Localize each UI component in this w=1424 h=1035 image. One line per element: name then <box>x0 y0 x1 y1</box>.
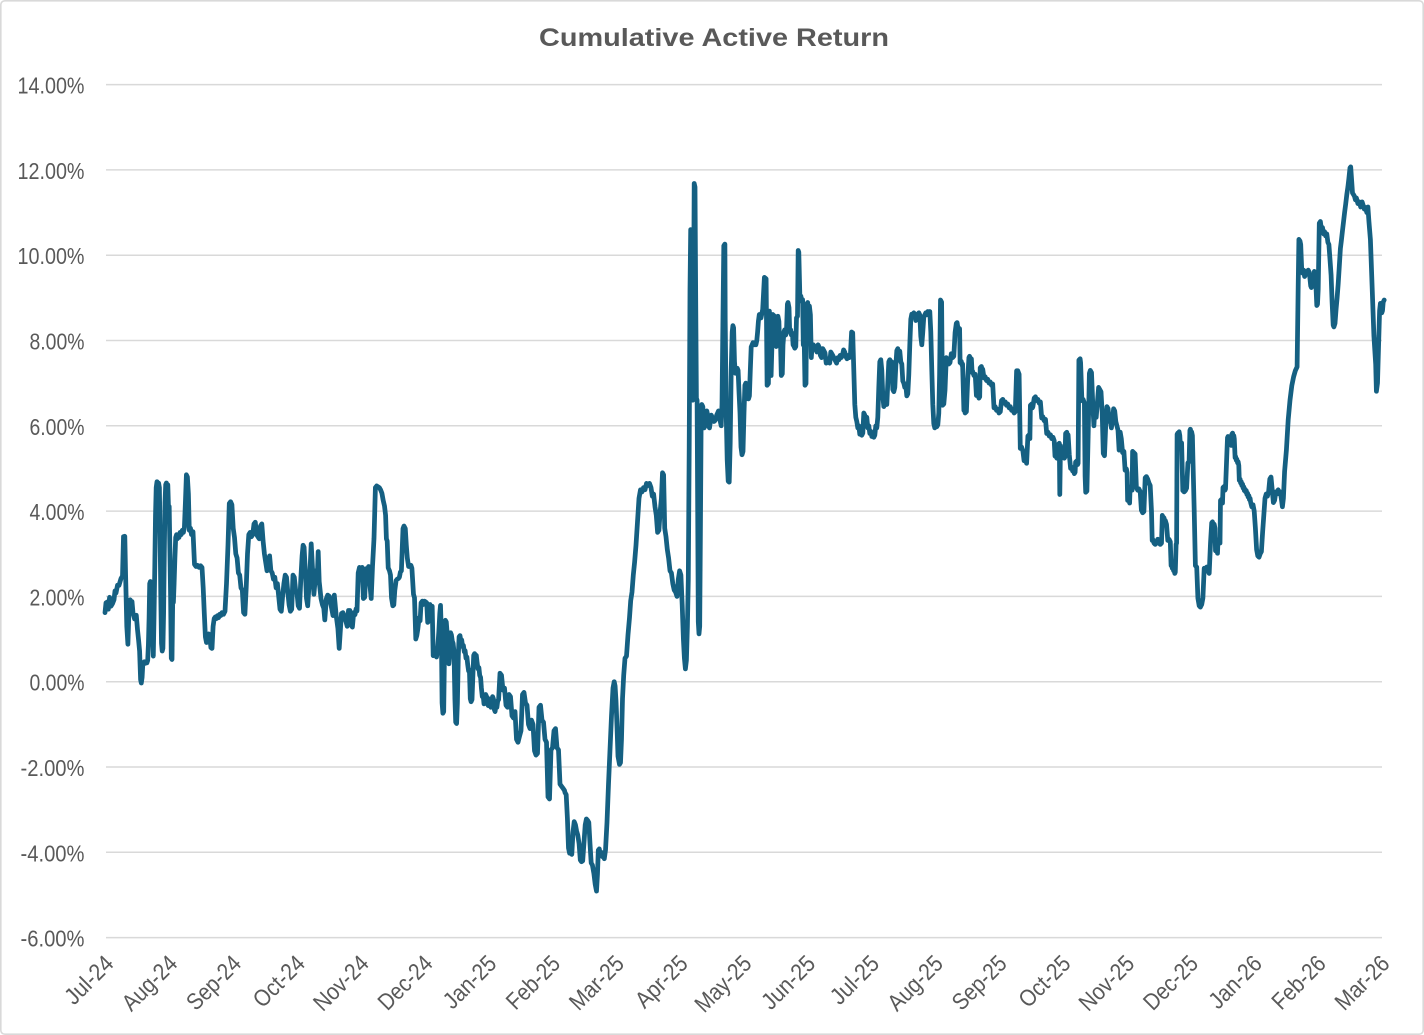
svg-text:8.00%: 8.00% <box>30 329 85 355</box>
svg-text:6.00%: 6.00% <box>30 414 85 440</box>
svg-text:4.00%: 4.00% <box>30 499 85 525</box>
svg-text:Cumulative Active Return: Cumulative Active Return <box>539 24 889 52</box>
svg-text:2.00%: 2.00% <box>30 584 85 610</box>
svg-text:14.00%: 14.00% <box>18 73 85 99</box>
svg-text:0.00%: 0.00% <box>30 670 85 696</box>
svg-text:12.00%: 12.00% <box>18 158 85 184</box>
svg-text:-4.00%: -4.00% <box>21 840 85 866</box>
svg-text:-6.00%: -6.00% <box>21 926 85 952</box>
svg-text:10.00%: 10.00% <box>18 243 85 269</box>
svg-text:-2.00%: -2.00% <box>21 755 85 781</box>
